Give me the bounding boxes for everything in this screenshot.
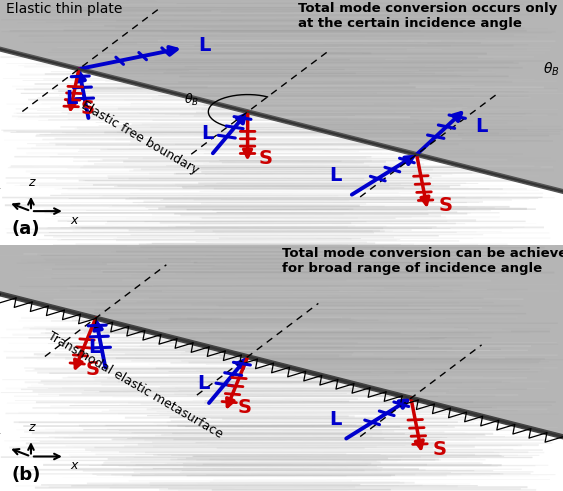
Text: x: x: [70, 459, 78, 472]
Text: L: L: [329, 166, 341, 185]
Text: S: S: [439, 196, 453, 216]
Text: (a): (a): [11, 220, 40, 238]
Text: L: L: [198, 36, 210, 55]
Text: Total mode conversion occurs only
at the certain incidence angle: Total mode conversion occurs only at the…: [298, 2, 557, 30]
Text: L: L: [201, 124, 213, 143]
Text: Elastic thin plate: Elastic thin plate: [6, 2, 122, 17]
Text: S: S: [433, 440, 447, 459]
Text: Total mode conversion can be achieved
for broad range of incidence angle: Total mode conversion can be achieved fo…: [282, 247, 563, 275]
Text: $\theta_B$: $\theta_B$: [184, 92, 199, 109]
Text: Elastic free boundary: Elastic free boundary: [79, 98, 201, 177]
Text: (b): (b): [11, 465, 41, 484]
Text: S: S: [259, 149, 272, 168]
Text: x: x: [70, 214, 78, 226]
Text: z: z: [28, 421, 34, 435]
Text: L: L: [197, 374, 209, 393]
Text: z: z: [28, 176, 34, 189]
Text: Transmodal elastic metasurface: Transmodal elastic metasurface: [45, 329, 225, 441]
Text: S: S: [85, 359, 99, 379]
Text: S: S: [81, 99, 95, 118]
Text: L: L: [476, 117, 488, 136]
Text: L: L: [88, 338, 100, 357]
Text: S: S: [237, 398, 251, 417]
Text: $\theta_B$: $\theta_B$: [543, 60, 560, 78]
Text: L: L: [329, 409, 341, 429]
Text: L: L: [65, 89, 78, 108]
